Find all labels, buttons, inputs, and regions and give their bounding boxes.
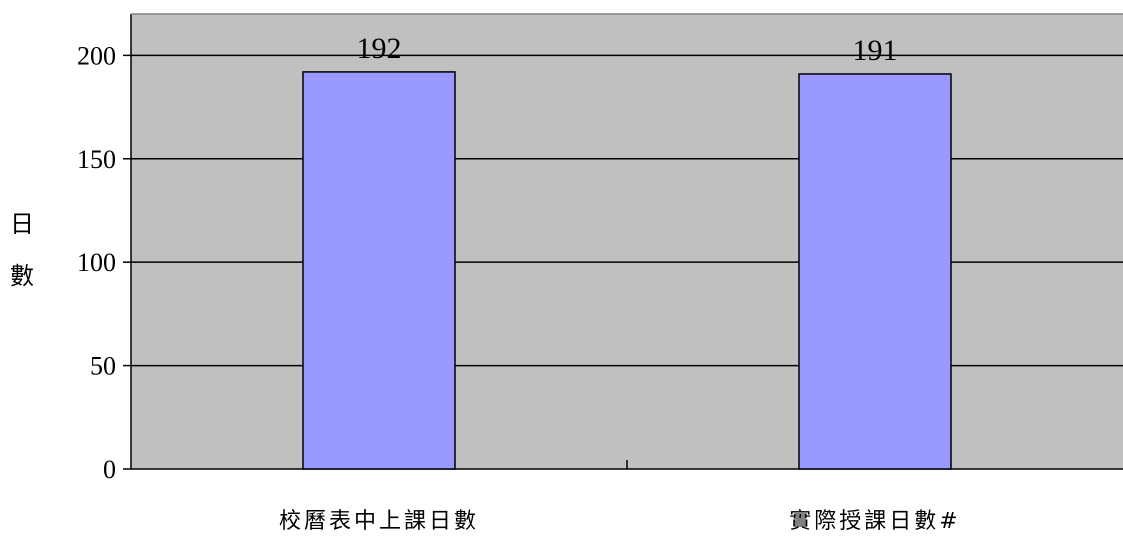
category-label: 實際授課日數# (789, 509, 960, 533)
x-tick-labels: 校曆表中上課日數 實際授課日數# (279, 509, 960, 534)
y-tick-labels: 0 50 100 150 200 (77, 41, 116, 484)
category-label: 校曆表中上課日數 (279, 509, 479, 533)
bar (798, 73, 952, 470)
data-labels: 192 191 (357, 32, 898, 67)
y-axis-title-char: 日 (10, 210, 34, 238)
plot-area (131, 14, 1123, 469)
data-label: 191 (853, 34, 898, 67)
data-label: 192 (357, 32, 402, 65)
y-axis-title-char: 數 (10, 262, 34, 290)
y-tick-label: 150 (77, 145, 116, 174)
bars (302, 71, 952, 470)
y-tick-label: 100 (77, 248, 116, 277)
y-tick-label: 50 (90, 352, 116, 381)
y-axis-title: 日數 (10, 210, 34, 290)
y-tick-label: 200 (77, 41, 116, 70)
y-tick-label: 0 (103, 455, 116, 484)
bar (302, 71, 456, 470)
gridlines (123, 54, 1123, 470)
axes (130, 13, 1123, 470)
